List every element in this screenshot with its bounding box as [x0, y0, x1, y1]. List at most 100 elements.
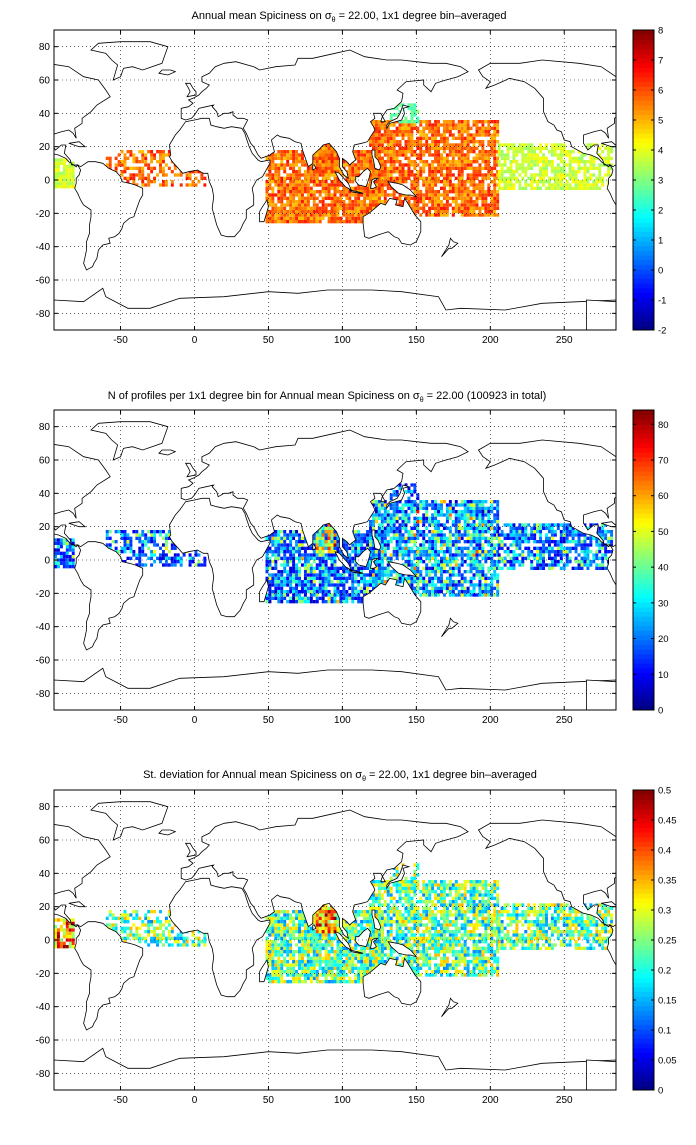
data-cell [437, 560, 440, 563]
data-cell [189, 560, 192, 563]
data-cell [378, 197, 381, 200]
data-cell [467, 163, 470, 166]
data-cell [493, 533, 496, 536]
data-cell [405, 177, 408, 180]
data-cell [369, 540, 372, 543]
data-cell [165, 547, 168, 550]
data-cell [452, 533, 455, 536]
data-cell [518, 183, 521, 186]
data-cell [390, 570, 393, 573]
data-cell [467, 140, 470, 143]
data-cell [144, 157, 147, 160]
data-cell [530, 563, 533, 566]
data-cell [162, 553, 165, 556]
data-cell [493, 153, 496, 156]
colorbar-swatch [633, 161, 654, 166]
data-cell [378, 510, 381, 513]
data-cell [289, 540, 292, 543]
data-cell [473, 157, 476, 160]
data-cell [375, 507, 378, 510]
data-cell [271, 177, 274, 180]
data-cell [369, 520, 372, 523]
data-cell [63, 185, 66, 188]
y-tick-label: 0 [44, 176, 50, 187]
data-cell [325, 210, 328, 213]
data-cell [132, 173, 135, 176]
data-cell [384, 517, 387, 520]
data-cell [464, 200, 467, 203]
data-cell [396, 133, 399, 136]
data-cell [431, 580, 434, 583]
data-cell [268, 583, 271, 586]
data-cell [375, 130, 378, 133]
data-cell [563, 147, 566, 150]
data-cell [604, 173, 607, 176]
data-cell [351, 200, 354, 203]
data-cell [304, 210, 307, 213]
data-cell [422, 150, 425, 153]
colorbar-swatch [633, 58, 654, 63]
data-cell [461, 127, 464, 130]
data-cell [425, 203, 428, 206]
data-cell [372, 577, 375, 580]
data-cell [416, 590, 419, 593]
data-cell [381, 530, 384, 533]
data-cell [348, 577, 351, 580]
data-cell [286, 580, 289, 583]
data-cell [487, 527, 490, 530]
data-cell [416, 537, 419, 540]
data-cell [277, 180, 280, 183]
data-cell [422, 500, 425, 503]
data-cell [322, 560, 325, 563]
data-cell [313, 217, 316, 220]
data-cell [484, 510, 487, 513]
data-cell [428, 213, 431, 216]
data-cell [425, 513, 428, 516]
data-cell [428, 180, 431, 183]
data-cell [581, 187, 584, 190]
data-cell [527, 150, 530, 153]
data-cell [583, 180, 586, 183]
data-cell [339, 200, 342, 203]
data-cell [493, 527, 496, 530]
data-cell [141, 563, 144, 566]
data-cell [310, 593, 313, 596]
data-cell [413, 550, 416, 553]
data-cell [115, 530, 118, 533]
data-cell [512, 160, 515, 163]
data-cell [458, 183, 461, 186]
data-cell [434, 210, 437, 213]
data-cell [455, 527, 458, 530]
data-cell [63, 168, 66, 171]
data-cell [280, 200, 283, 203]
data-cell [467, 507, 470, 510]
data-cell [402, 150, 405, 153]
data-cell [342, 587, 345, 590]
data-cell [510, 530, 513, 533]
data-cell [378, 147, 381, 150]
data-cell [515, 560, 518, 563]
data-cell [419, 547, 422, 550]
data-cell [560, 143, 563, 146]
data-cell [393, 550, 396, 553]
data-cell [369, 533, 372, 536]
data-cell [586, 167, 589, 170]
data-cell [310, 210, 313, 213]
data-cell [476, 130, 479, 133]
data-cell [452, 150, 455, 153]
data-cell [298, 200, 301, 203]
data-cell [504, 550, 507, 553]
data-cell [124, 167, 127, 170]
y-tick-label: -40 [36, 242, 51, 253]
data-cell [434, 160, 437, 163]
data-cell [378, 143, 381, 146]
data-cell [490, 167, 493, 170]
data-cell [283, 563, 286, 566]
data-cell [422, 530, 425, 533]
data-cell [118, 153, 121, 156]
data-cell [419, 200, 422, 203]
data-cell [407, 563, 410, 566]
data-cell [521, 167, 524, 170]
data-cell [363, 577, 366, 580]
data-cell [437, 163, 440, 166]
